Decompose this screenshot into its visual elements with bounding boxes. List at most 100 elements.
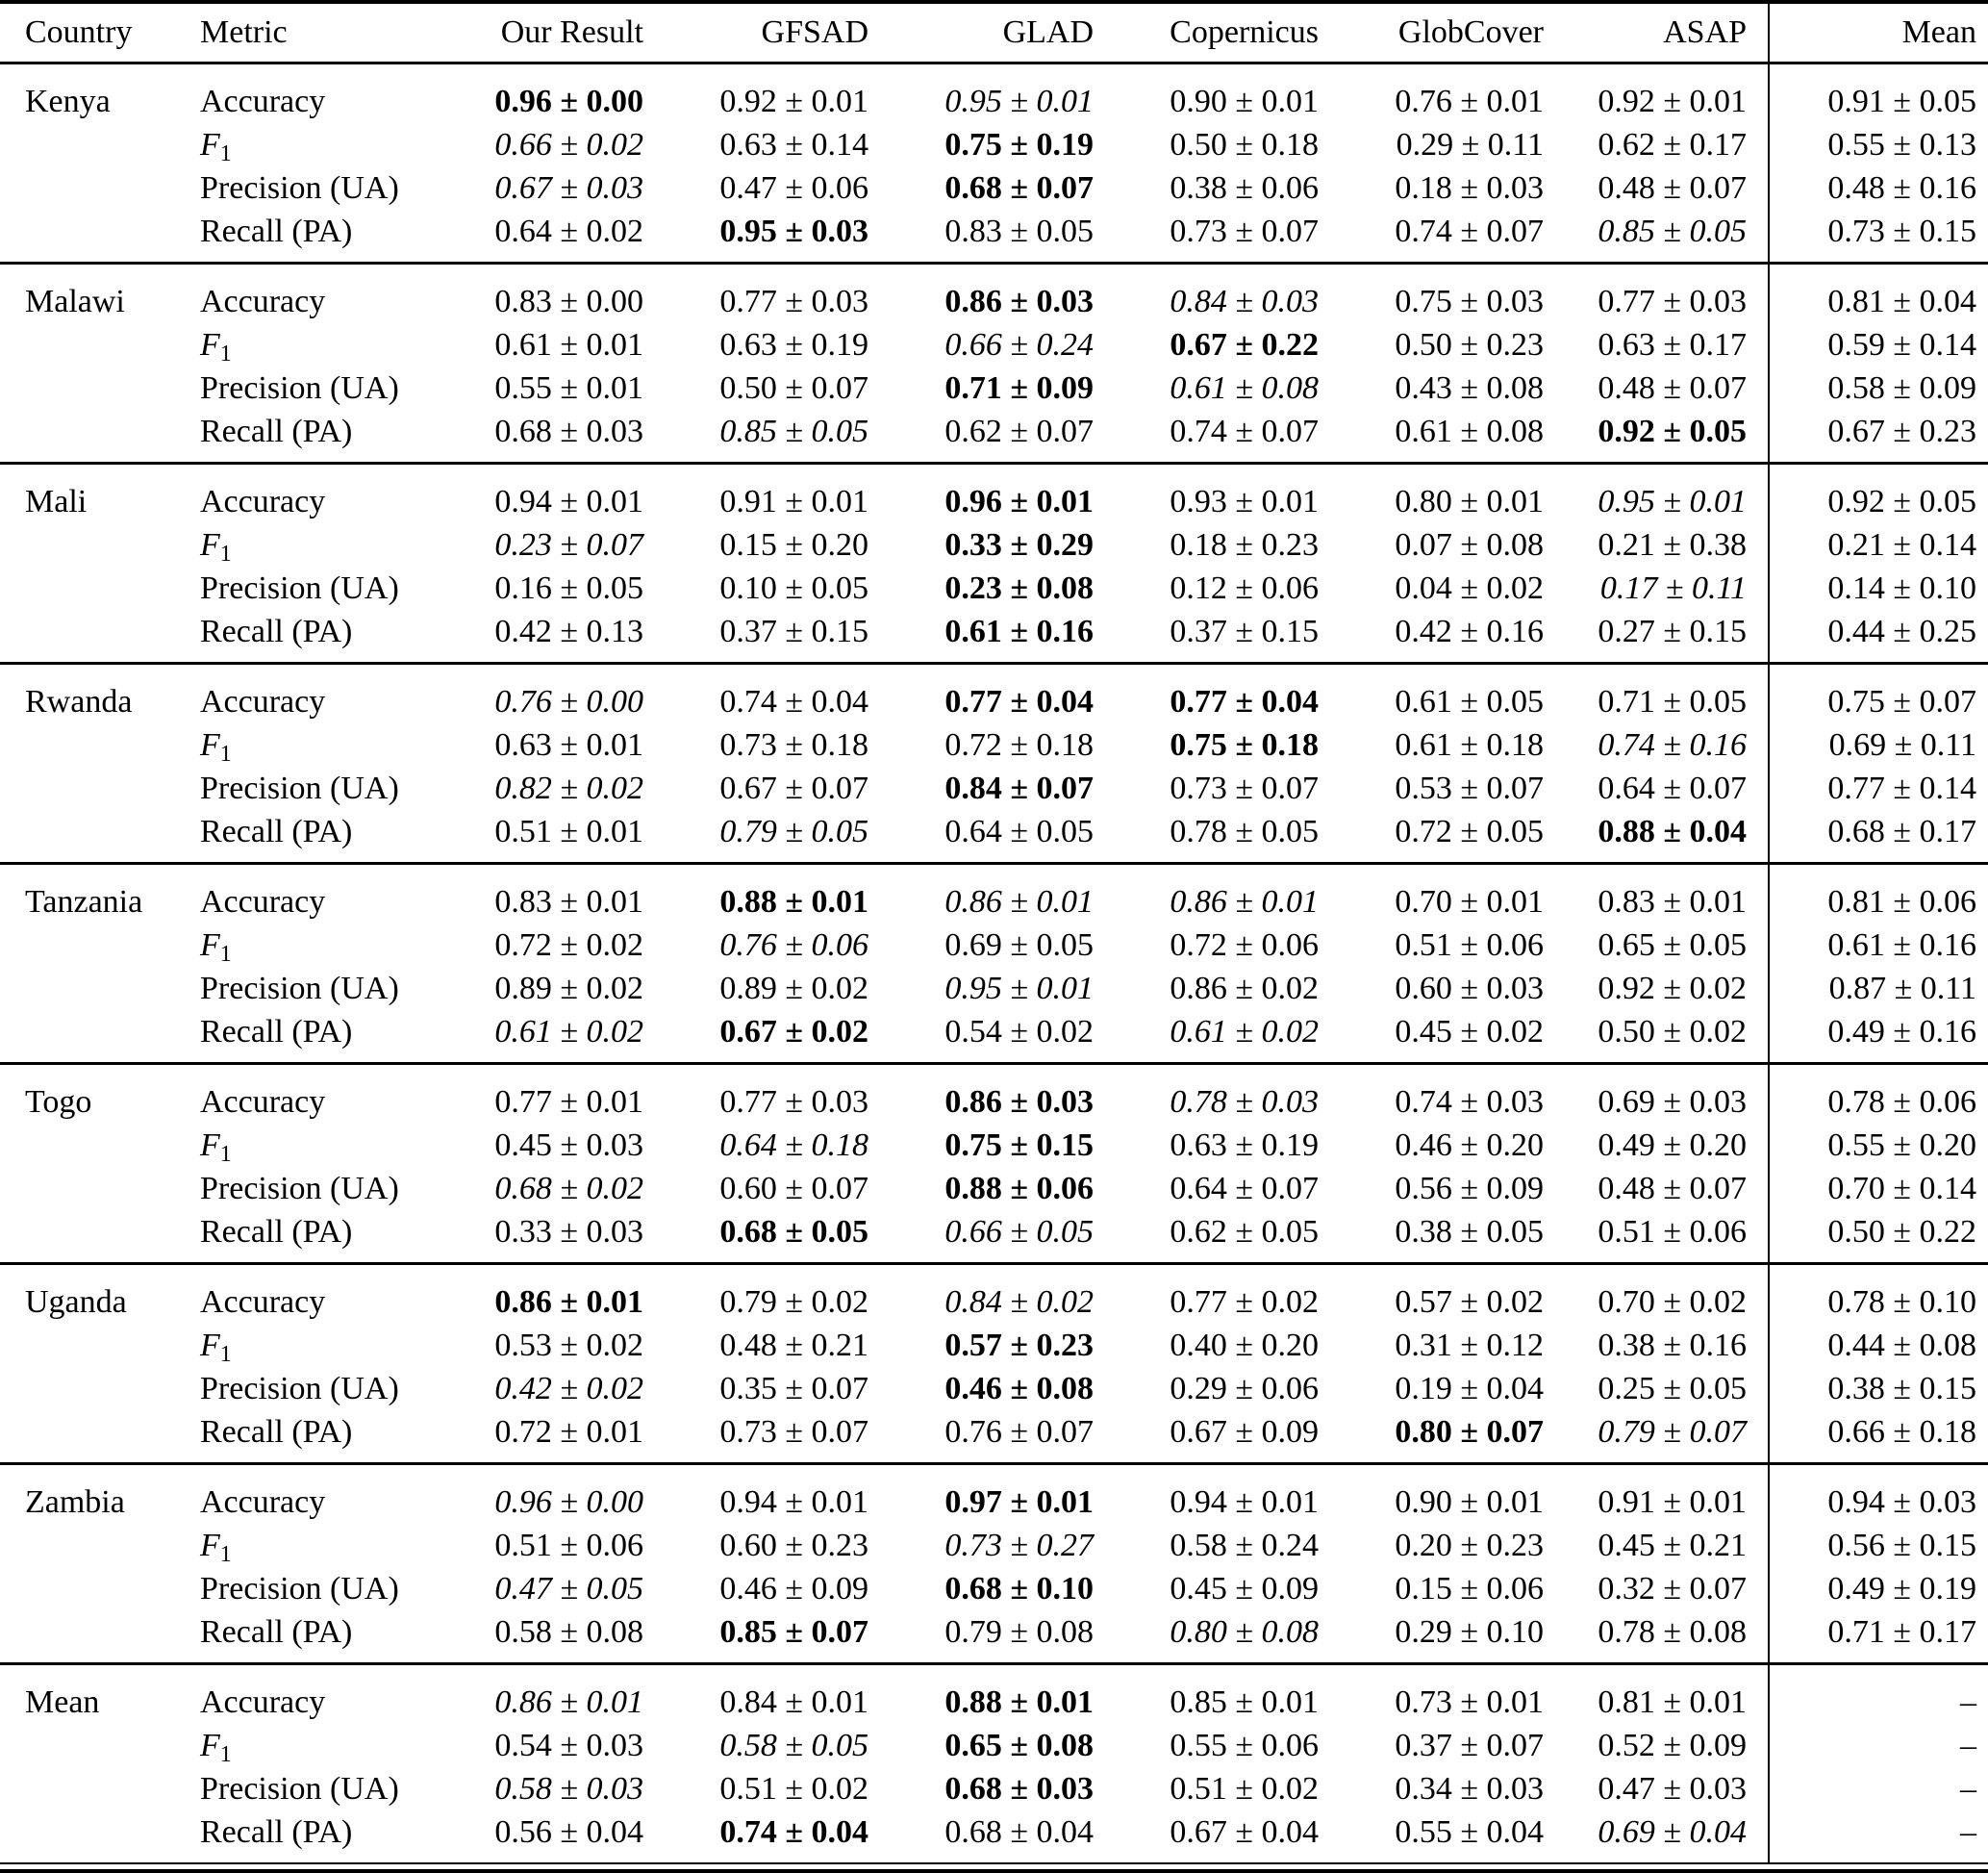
table-row: Recall (PA) 0.58 ± 0.08 0.85 ± 0.07 0.79 ± … [0, 1610, 1988, 1664]
country-cell [0, 567, 180, 610]
value-cell: 0.51 ± 0.02 [1094, 1767, 1319, 1810]
col-header-globcover: GlobCover [1319, 0, 1544, 64]
country-cell [0, 810, 180, 864]
value-cell: 0.71 ± 0.05 [1544, 662, 1770, 723]
value-cell: 0.97 ± 0.01 [868, 1462, 1094, 1524]
value-cell: 0.68 ± 0.07 [868, 166, 1094, 210]
value-cell: 0.65 ± 0.08 [868, 1724, 1094, 1767]
value-cell: 0.74 ± 0.07 [1319, 210, 1544, 264]
metric-value: 0.50 ± 0.22 [1827, 1213, 1976, 1250]
metric-value: 0.84 ± 0.02 [944, 1283, 1094, 1320]
mean-value-cell: 0.91 ± 0.05 [1769, 63, 1988, 124]
table-row: Precision (UA) 0.47 ± 0.05 0.46 ± 0.09 0.68… [0, 1567, 1988, 1610]
metric-value: 0.77 ± 0.03 [1598, 283, 1747, 319]
metric-value: 0.61 ± 0.02 [494, 1013, 643, 1050]
value-cell: 0.67 ± 0.22 [1094, 323, 1319, 367]
metric-value: 0.67 ± 0.09 [1170, 1413, 1319, 1450]
value-cell: 0.54 ± 0.02 [868, 1010, 1094, 1064]
mean-value-cell: 0.49 ± 0.19 [1769, 1567, 1988, 1610]
metric-value: 0.45 ± 0.03 [494, 1126, 643, 1163]
table-body: Kenya Accuracy 0.96 ± 0.00 0.92 ± 0.01 0.95 … [0, 63, 1988, 1863]
metric-value: 0.83 ± 0.05 [944, 213, 1094, 249]
metric-value: 0.53 ± 0.07 [1395, 770, 1544, 806]
mean-value-cell: – [1769, 1810, 1988, 1863]
metric-value: 0.92 ± 0.01 [1598, 83, 1747, 119]
metric-value: 0.63 ± 0.17 [1598, 326, 1747, 363]
value-cell: 0.32 ± 0.07 [1544, 1567, 1770, 1610]
country-cell [0, 323, 180, 367]
metric-value: 0.53 ± 0.02 [494, 1327, 643, 1363]
metric-value: 0.51 ± 0.06 [1395, 926, 1544, 963]
metric-value: 0.50 ± 0.07 [719, 369, 868, 406]
value-cell: 0.33 ± 0.29 [868, 523, 1094, 567]
table-row: Kenya Accuracy 0.96 ± 0.00 0.92 ± 0.01 0.95 … [0, 63, 1988, 124]
metric-value: 0.14 ± 0.10 [1827, 569, 1976, 606]
metric-cell: Precision (UA) [200, 1370, 399, 1406]
metric-value: 0.80 ± 0.07 [1395, 1413, 1544, 1450]
value-cell: 0.62 ± 0.07 [868, 410, 1094, 464]
mean-value-cell: 0.59 ± 0.14 [1769, 323, 1988, 367]
metric-value: 0.67 ± 0.03 [494, 169, 643, 206]
metric-value: 0.74 ± 0.04 [719, 683, 868, 720]
value-cell: 0.76 ± 0.07 [868, 1410, 1094, 1464]
metric-value: 0.70 ± 0.14 [1827, 1170, 1976, 1206]
country-cell: Mean [0, 1662, 180, 1724]
value-cell: 0.60 ± 0.23 [643, 1524, 868, 1567]
value-cell: 0.29 ± 0.11 [1319, 123, 1544, 166]
metric-value: 0.74 ± 0.07 [1395, 213, 1544, 249]
value-cell: 0.42 ± 0.13 [418, 610, 643, 664]
metric-value: 0.32 ± 0.07 [1598, 1570, 1747, 1607]
col-header-copernicus: Copernicus [1094, 0, 1319, 64]
metric-value: 0.92 ± 0.05 [1598, 413, 1747, 449]
table-row: Recall (PA) 0.56 ± 0.04 0.74 ± 0.04 0.68 ± … [0, 1810, 1988, 1863]
table-row: Uganda Accuracy 0.86 ± 0.01 0.79 ± 0.02 0.84… [0, 1262, 1988, 1324]
metric-value: 0.66 ± 0.02 [494, 126, 643, 163]
metric-value: 0.38 ± 0.06 [1170, 169, 1319, 206]
value-cell: 0.56 ± 0.09 [1319, 1167, 1544, 1210]
metric-value: 0.59 ± 0.14 [1827, 326, 1976, 363]
value-cell: 0.96 ± 0.01 [868, 462, 1094, 523]
metric-value: 0.35 ± 0.07 [719, 1370, 868, 1406]
country-cell [0, 723, 180, 767]
metric-value: 0.67 ± 0.02 [719, 1013, 868, 1050]
value-cell: 0.86 ± 0.01 [868, 862, 1094, 924]
country-cell: Rwanda [0, 662, 180, 723]
country-cell [0, 166, 180, 210]
metric-value: 0.63 ± 0.19 [1170, 1126, 1319, 1163]
country-cell [0, 1124, 180, 1167]
metric-value: 0.65 ± 0.08 [944, 1727, 1094, 1763]
metric-value: 0.49 ± 0.19 [1827, 1570, 1976, 1607]
metric-value: 0.48 ± 0.21 [719, 1327, 868, 1363]
value-cell: 0.64 ± 0.05 [868, 810, 1094, 864]
value-cell: 0.74 ± 0.04 [643, 662, 868, 723]
metric-cell: Precision (UA) [200, 1770, 399, 1807]
metric-value: 0.75 ± 0.07 [1827, 683, 1976, 720]
metric-value: 0.72 ± 0.01 [494, 1413, 643, 1450]
mean-value-cell: 0.71 ± 0.17 [1769, 1610, 1988, 1664]
mean-value-cell: 0.21 ± 0.14 [1769, 523, 1988, 567]
metric-value: 0.71 ± 0.05 [1598, 683, 1747, 720]
mean-value-cell: 0.81 ± 0.06 [1769, 862, 1988, 924]
country-cell [0, 1324, 180, 1367]
value-cell: 0.46 ± 0.09 [643, 1567, 868, 1610]
metric-value: 0.68 ± 0.02 [494, 1170, 643, 1206]
metric-cell: F1 [200, 1327, 232, 1367]
value-cell: 0.85 ± 0.05 [643, 410, 868, 464]
country-cell [0, 1567, 180, 1610]
value-cell: 0.57 ± 0.02 [1319, 1262, 1544, 1324]
country-cell [0, 1010, 180, 1064]
metric-value: 0.25 ± 0.05 [1598, 1370, 1747, 1406]
metric-value: 0.81 ± 0.06 [1827, 883, 1976, 920]
metric-value: 0.79 ± 0.02 [719, 1283, 868, 1320]
metric-value: 0.42 ± 0.02 [494, 1370, 643, 1406]
metric-value: 0.33 ± 0.29 [944, 526, 1094, 563]
metric-value: 0.66 ± 0.24 [944, 326, 1094, 363]
value-cell: 0.66 ± 0.24 [868, 323, 1094, 367]
metric-cell: Recall (PA) [200, 1413, 353, 1450]
value-cell: 0.71 ± 0.09 [868, 367, 1094, 410]
country-cell [0, 1724, 180, 1767]
value-cell: 0.68 ± 0.05 [643, 1210, 868, 1264]
value-cell: 0.72 ± 0.18 [868, 723, 1094, 767]
metric-value: 0.95 ± 0.01 [944, 970, 1094, 1006]
value-cell: 0.72 ± 0.06 [1094, 924, 1319, 967]
